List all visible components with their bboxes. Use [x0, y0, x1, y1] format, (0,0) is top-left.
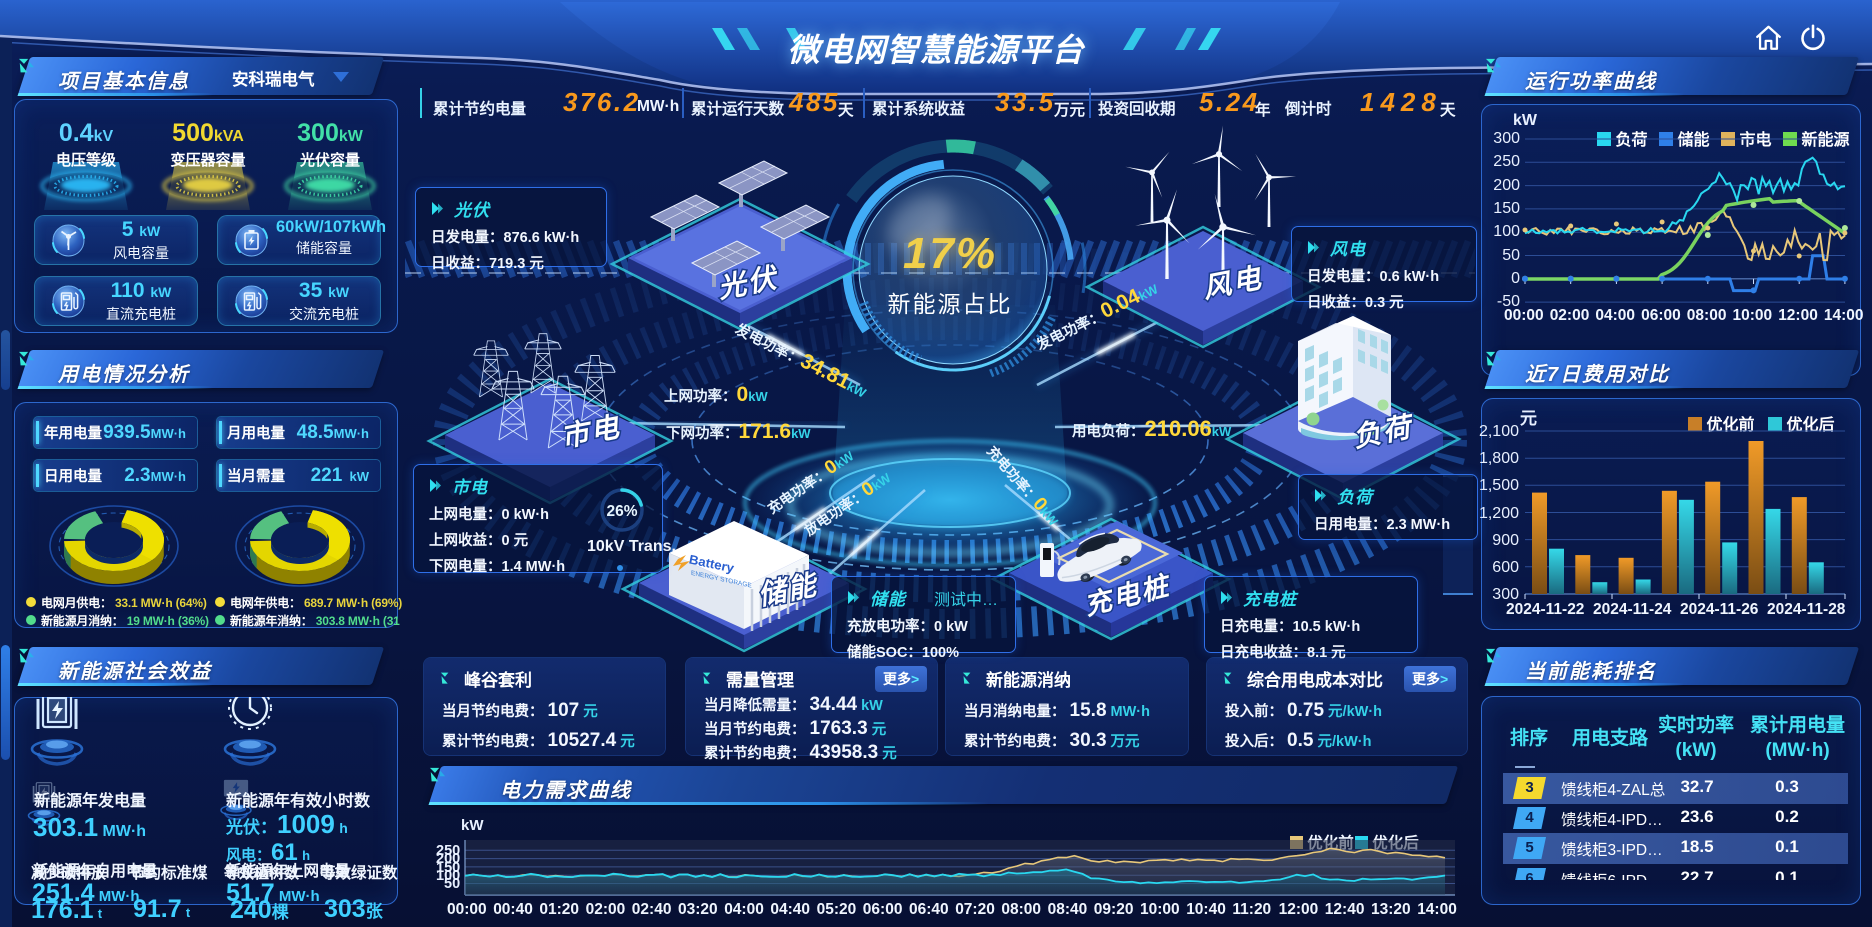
svg-text:26%: 26% — [606, 503, 637, 520]
